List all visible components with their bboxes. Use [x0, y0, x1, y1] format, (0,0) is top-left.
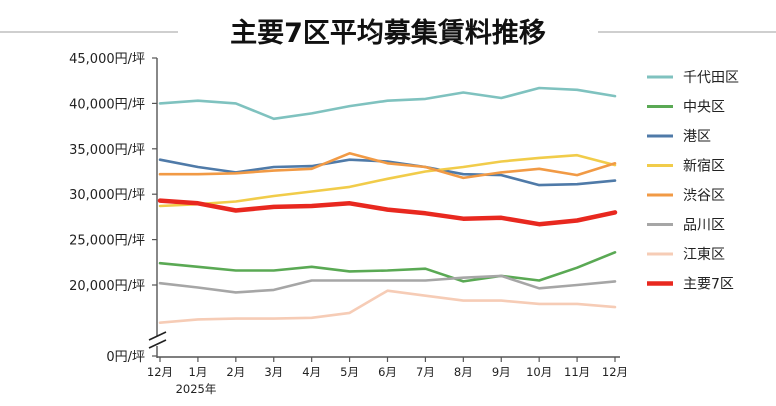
series-line-渋谷区	[158, 152, 617, 180]
series-line-江東区	[158, 289, 617, 325]
series-line-千代田区	[158, 86, 617, 121]
legend-label: 千代田区	[683, 70, 739, 86]
x-tick-label: 11月	[564, 365, 590, 379]
x-tick-label: 1月	[189, 365, 208, 379]
series-line-品川区	[158, 274, 617, 294]
x-tick-label: 12月	[147, 365, 173, 379]
y-tick-label: 35,000円/坪	[69, 143, 145, 158]
x-ticks: 12月 1月 2月 3月 4月 5月 6月 7月 8月 9月 10月 11月 12月	[147, 357, 628, 379]
y-tick-label: 40,000円/坪	[69, 97, 145, 112]
x-tick-label: 8月	[454, 365, 473, 379]
series-line-中央区	[158, 251, 617, 283]
x-tick-label: 9月	[492, 365, 511, 379]
x-year-label: 2025年	[176, 382, 217, 396]
x-tick-label: 7月	[416, 365, 435, 379]
series-line-主要7区	[157, 198, 618, 227]
y-tick-label: 30,000円/坪	[69, 188, 145, 203]
y-ticks: 0円/坪 20,000円/坪 25,000円/坪 30,000円/坪 35,000円/坪…	[69, 52, 157, 365]
x-tick-label: 6月	[378, 365, 397, 379]
x-tick-label: 2月	[226, 365, 245, 379]
axis-break-mark	[148, 331, 167, 349]
y-tick-label: 25,000円/坪	[69, 234, 145, 249]
x-tick-label: 12月	[602, 365, 628, 379]
y-tick-label: 0円/坪	[106, 350, 145, 365]
legend-label: 港区	[683, 129, 711, 145]
x-tick-label: 5月	[340, 365, 359, 379]
legend-label: 江東区	[683, 247, 725, 263]
y-tick-label: 45,000円/坪	[69, 52, 145, 67]
legend-label: 新宿区	[683, 158, 725, 175]
legend-label: 渋谷区	[683, 188, 725, 204]
chart-title: 主要7区平均募集賃料推移	[230, 17, 546, 49]
series-line-新宿区	[158, 153, 617, 208]
legend-label: 品川区	[683, 218, 725, 234]
legend-label: 主要7区	[683, 277, 734, 293]
series-lines	[157, 86, 618, 325]
y-tick-label: 20,000円/坪	[69, 279, 145, 294]
x-tick-label: 3月	[264, 365, 283, 379]
legend-label: 中央区	[683, 100, 725, 116]
x-tick-label: 4月	[302, 365, 321, 379]
x-tick-label: 10月	[526, 365, 552, 379]
